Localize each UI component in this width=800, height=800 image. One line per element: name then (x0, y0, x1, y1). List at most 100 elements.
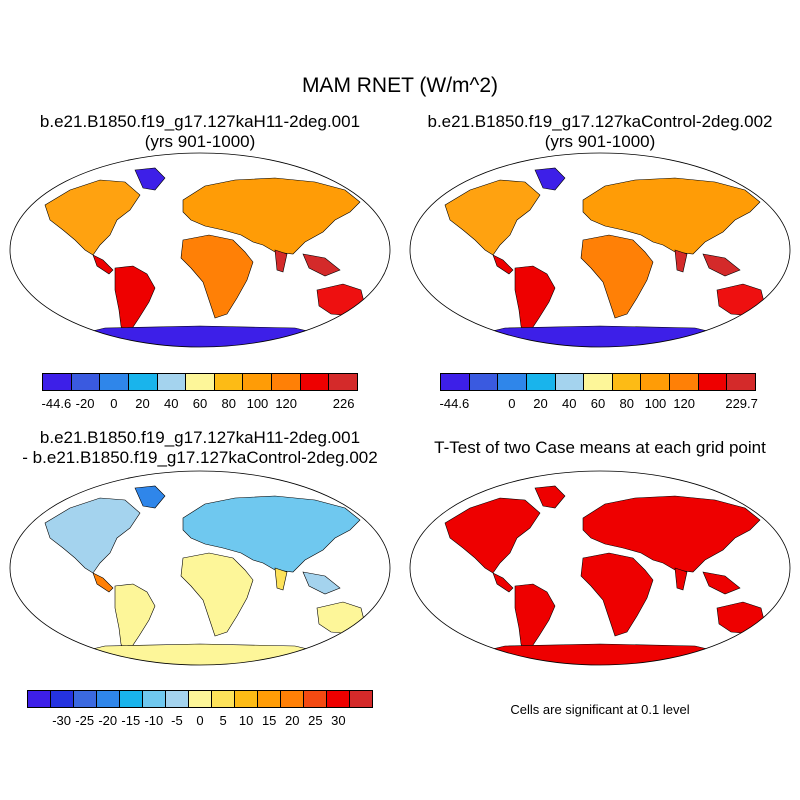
colorbar-swatch (157, 374, 187, 390)
colorbar-tick-label: 20 (135, 396, 150, 411)
panel-top-left-title-line1: b.e21.B1850.f19_g17.127kaH11-2deg.001 (39, 112, 361, 131)
colorbar-tick-label: -15 (121, 713, 141, 728)
colorbar-swatch (498, 374, 527, 390)
continent-africa (180, 552, 254, 637)
panel-top-right-title-line1: b.e21.B1850.f19_g17.127kaControl-2deg.00… (427, 112, 773, 131)
colorbar-tick-label: 40 (164, 396, 179, 411)
colorbar-swatch (143, 691, 166, 707)
continent-greenland (534, 167, 566, 191)
colorbar-swatch (350, 691, 372, 707)
colorbar-tick-label: 80 (619, 396, 634, 411)
continent-seAsia (702, 571, 741, 595)
colorbar-swatch (641, 374, 671, 390)
colorbar-swatch (166, 691, 189, 707)
colorbar-swatch (612, 374, 642, 390)
continent-australia (716, 283, 766, 317)
colorbar-swatch (272, 374, 301, 390)
colorbar-tick-label: 5 (219, 713, 227, 728)
colorbar-swatch (186, 374, 215, 390)
colorbar-swatch (128, 374, 158, 390)
colorbar-tick-label: 0 (196, 713, 204, 728)
colorbar-tick-label: -25 (75, 713, 95, 728)
colorbar-tick-label: 40 (562, 396, 577, 411)
continent-europeAsia (582, 177, 761, 255)
continent-africa (580, 552, 654, 637)
continent-greenland (534, 485, 566, 509)
continent-antarctica (54, 325, 346, 347)
map-boundary (9, 152, 391, 348)
map-top-left (9, 152, 391, 348)
colorbar-swatch (727, 374, 756, 390)
panel-bottom-left-title: b.e21.B1850.f19_g17.127kaH11-2deg.001 - … (0, 428, 400, 468)
colorbar-top-left (42, 373, 358, 391)
continent-seAsia (302, 253, 341, 277)
continent-australia (316, 283, 366, 317)
continent-northAmerica (444, 497, 541, 574)
continent-northAmerica (44, 179, 141, 256)
colorbar-top-left-labels: -44.6 -20 0 20 40 60 80 100 120 226 (42, 396, 358, 412)
colorbar-tick-label: -44.6 (439, 396, 470, 411)
panel-bottom-left-title-line1: b.e21.B1850.f19_g17.127kaH11-2deg.001 (39, 428, 361, 447)
continent-greenland (134, 167, 166, 191)
colorbar-bottom (27, 690, 373, 708)
continent-greenland (134, 485, 166, 509)
continent-india (674, 249, 688, 273)
colorbar-swatch (670, 374, 699, 390)
colorbar-swatch (120, 691, 143, 707)
colorbar-tick-label: -5 (171, 713, 183, 728)
map-boundary (409, 152, 791, 348)
colorbar-tick-label: 20 (285, 713, 300, 728)
colorbar-swatch (100, 374, 129, 390)
colorbar-swatch (258, 691, 281, 707)
continent-centralAmerica (492, 572, 514, 593)
panel-bottom-left-title-line2: - b.e21.B1850.f19_g17.127kaControl-2deg.… (22, 448, 378, 467)
colorbar-swatch (300, 374, 330, 390)
colorbar-tick-label: 100 (644, 396, 667, 411)
colorbar-swatch (43, 374, 72, 390)
panel-top-left-title: b.e21.B1850.f19_g17.127kaH11-2deg.001 (y… (0, 112, 400, 152)
map-bottom-left (9, 470, 391, 666)
continent-centralAmerica (92, 572, 114, 593)
continent-southAmerica (514, 265, 556, 337)
continent-europeAsia (582, 495, 761, 573)
continent-southAmerica (114, 583, 156, 655)
continent-australia (716, 601, 766, 635)
colorbar-swatch (243, 374, 273, 390)
colorbar-swatch (97, 691, 120, 707)
colorbar-tick-label: 10 (238, 713, 254, 728)
colorbar-swatch (28, 691, 51, 707)
colorbar-tick-label: 120 (673, 396, 696, 411)
colorbar-tick-label: 0 (508, 396, 516, 411)
colorbar-tick-label: -44.6 (41, 396, 72, 411)
colorbar-swatch (74, 691, 97, 707)
map-bottom-right (409, 470, 791, 666)
colorbar-tick-label: 15 (261, 713, 277, 728)
panel-bottom-right-title-line1: T-Test of two Case means at each grid po… (434, 438, 766, 457)
colorbar-swatch (71, 374, 101, 390)
colorbar-tick-label: 229.7 (725, 396, 758, 411)
colorbar-top-right (440, 373, 756, 391)
colorbar-top-right-labels: -44.6 0 20 40 60 80 100 120 229.7 (439, 396, 758, 412)
continent-africa (180, 234, 254, 319)
continent-antarctica (54, 643, 346, 665)
significance-note: Cells are significant at 0.1 level (510, 702, 690, 717)
colorbar-swatch (698, 374, 728, 390)
continent-antarctica (454, 643, 746, 665)
colorbar-swatch (189, 691, 212, 707)
colorbar-tick-label: 60 (590, 396, 606, 411)
colorbar-swatch (304, 691, 327, 707)
continent-centralAmerica (492, 254, 514, 275)
colorbar-tick-label: 60 (192, 396, 208, 411)
colorbar-swatch (329, 374, 358, 390)
map-boundary (409, 470, 791, 666)
continent-seAsia (702, 253, 741, 277)
colorbar-tick-label: 226 (332, 396, 355, 411)
continent-centralAmerica (92, 254, 114, 275)
panel-top-right-title-line2: (yrs 901-1000) (544, 132, 656, 151)
panel-bottom-right-title: T-Test of two Case means at each grid po… (400, 438, 800, 458)
map-boundary (9, 470, 391, 666)
continent-india (274, 567, 288, 591)
colorbar-swatch (212, 691, 235, 707)
continent-northAmerica (44, 497, 141, 574)
colorbar-swatch (441, 374, 470, 390)
